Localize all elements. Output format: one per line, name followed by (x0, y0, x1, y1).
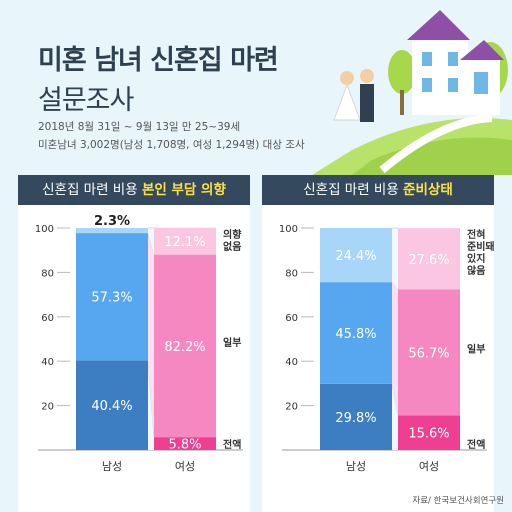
category-label: 남성 (102, 460, 122, 473)
y-tick-label: 40 (41, 357, 54, 368)
y-tick-label: 60 (285, 313, 298, 324)
y-tick-label: 20 (41, 402, 54, 413)
y-tick-label: 20 (285, 402, 298, 413)
chart-1-title-highlight: 본인 부담 의향 (141, 182, 226, 198)
chart-2-title-plain: 신혼집 마련 비용 (303, 182, 404, 198)
data-label: 5.8% (168, 438, 201, 453)
page-title-line2: 설문조사 (38, 85, 134, 116)
y-tick-label: 80 (41, 268, 54, 279)
chart-2: 20 40 60 80 100 29.8% 45.8% 24.4% 남성 15.6% 56.7% 27… (279, 224, 495, 473)
category-label: 여성 (419, 460, 439, 473)
house-illustration (312, 10, 512, 175)
data-label: 56.7% (408, 346, 449, 361)
series-side-label-line: 의향 (223, 228, 242, 241)
chart-2-title: 신혼집 마련 비용 준비상태 (262, 175, 494, 205)
bar-segment (320, 282, 392, 384)
series-side-label: 전액 (223, 438, 241, 451)
bar-segment (398, 289, 460, 416)
chart-2-panel: 20 40 60 80 100 29.8% 45.8% 24.4% 남성 15.6% 56.7% 27… (262, 205, 495, 512)
series-side-label-line: 일부 (223, 336, 241, 349)
y-tick-label: 40 (285, 357, 298, 368)
category-label: 여성 (175, 460, 195, 473)
series-side-label-line: 전액 (467, 438, 485, 451)
y-tick-label: 100 (35, 224, 54, 235)
bar-segment (76, 360, 148, 450)
page-title: 미혼 남녀 신혼집 마련 (38, 45, 279, 76)
bar-segment (76, 233, 148, 361)
series-side-label-line: 없음 (223, 240, 241, 253)
series-side-label-line: 준비돼 (467, 240, 494, 253)
bar-segment (154, 254, 216, 438)
connector-band (148, 233, 154, 438)
series-side-label-line: 전혀 (467, 228, 485, 241)
source-note: 자료/ 한국보건사회연구원 (412, 496, 504, 506)
series-side-label: 전혀 준비돼 있지 않음 (467, 228, 494, 277)
series-side-label-line: 있지 (467, 252, 485, 265)
chart-1-panel: 20 40 60 80 100 40.4% 57.3% 2.3% 남성 5.8% 82.2% 12.1… (18, 205, 250, 512)
bar-segment (320, 228, 392, 283)
y-tick-label: 100 (279, 224, 298, 235)
series-side-label: 의향 없음 (223, 228, 242, 253)
chart-1-title: 신혼집 마련 비용 본인 부담 의향 (18, 175, 250, 205)
bar-segment (154, 227, 216, 255)
series-side-label-line: 않음 (467, 264, 485, 277)
series-side-label: 일부 (467, 342, 485, 355)
connector-band (392, 282, 398, 416)
series-side-label-line: 전액 (223, 438, 241, 451)
series-side-label: 전액 (467, 438, 485, 451)
bar-segment (398, 228, 460, 290)
connector-band (148, 227, 154, 255)
series-side-label: 일부 (223, 336, 241, 349)
data-label: 12.1% (164, 235, 205, 250)
category-label: 남성 (346, 460, 366, 473)
data-label: 29.8% (335, 411, 376, 426)
connector-band (392, 228, 398, 290)
data-label: 40.4% (91, 399, 132, 414)
data-label: 57.3% (91, 291, 132, 306)
bar-segment (154, 437, 216, 450)
data-label: 27.6% (408, 253, 449, 268)
y-tick-label: 60 (41, 313, 54, 324)
data-label: 2.3% (94, 214, 130, 229)
data-label: 82.2% (164, 340, 205, 355)
survey-period: 2018년 8월 31일 ~ 9월 13일 만 25~39세 (38, 121, 241, 133)
bar-segment (76, 228, 148, 234)
data-label: 24.4% (335, 249, 376, 264)
chart-1-title-plain: 신혼집 마련 비용 (42, 182, 142, 198)
data-label: 15.6% (408, 427, 449, 442)
survey-sample: 미혼남녀 3,002명(남성 1,708명, 여성 1,294명) 대상 조사 (38, 139, 305, 151)
series-side-label-line: 일부 (467, 342, 485, 355)
data-label: 45.8% (335, 327, 376, 342)
bar-segment (320, 383, 392, 450)
chart-1: 20 40 60 80 100 40.4% 57.3% 2.3% 남성 5.8% 82.2% 12.1… (35, 214, 243, 473)
y-tick-label: 80 (285, 268, 298, 279)
bar-segment (398, 415, 460, 450)
chart-2-title-highlight: 준비상태 (403, 182, 453, 198)
connector-band (392, 383, 398, 450)
